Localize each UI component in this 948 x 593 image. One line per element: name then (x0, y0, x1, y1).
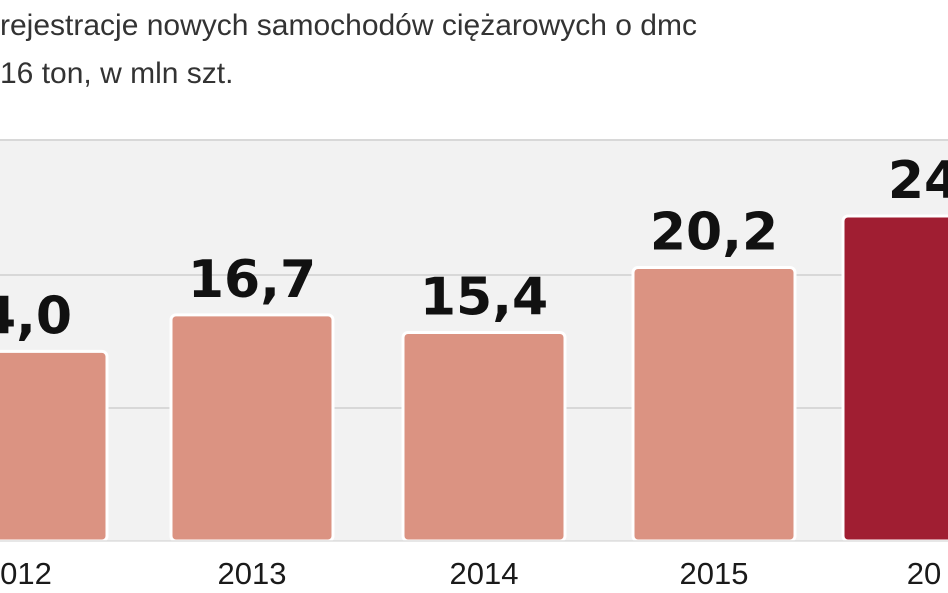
bar-2015 (631, 265, 797, 543)
x-tick-label-2016: 20 (907, 556, 941, 591)
x-tick-label-2014: 2014 (450, 556, 519, 591)
x-tick-label-2013: 2013 (218, 556, 287, 591)
bar-2013 (169, 313, 335, 543)
bar-2014 (401, 330, 567, 543)
chart-title-line-1: rejestracje nowych samochodów ciężarowyc… (0, 9, 697, 42)
value-label-2012: 4,0 (0, 286, 72, 346)
value-label-2013: 16,7 (188, 250, 316, 310)
chart-title: rejestracje nowych samochodów ciężarowyc… (0, 2, 948, 98)
x-tick-label-2015: 2015 (680, 556, 749, 591)
bar-2016 (841, 214, 948, 543)
bar-2012 (0, 349, 109, 543)
value-label-2014: 15,4 (420, 267, 548, 327)
value-label-2016: 24 (888, 151, 948, 211)
x-tick-label-2012: 012 (0, 556, 52, 591)
value-label-2015: 20,2 (650, 202, 778, 262)
chart-title-line-2: 16 ton, w mln szt. (0, 57, 234, 90)
